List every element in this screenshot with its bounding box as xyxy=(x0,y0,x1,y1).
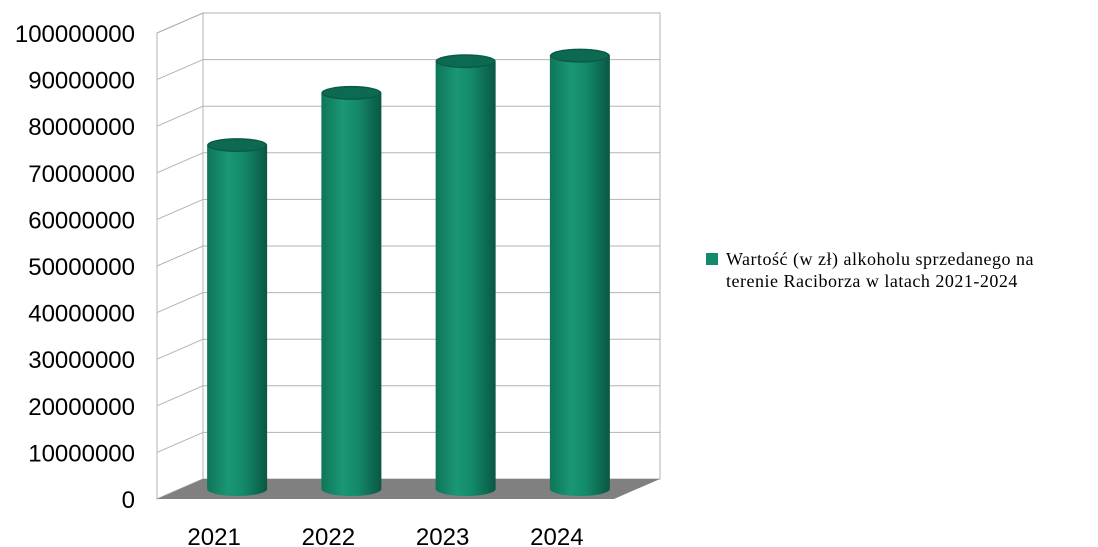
y-axis-tick-labels: 0 10000000 20000000 30000000 40000000 5000000… xyxy=(15,21,135,514)
gridline-side xyxy=(156,198,204,220)
legend: Wartość (w zł) alkoholu sprzedanego na t… xyxy=(706,248,1086,292)
floor-plane xyxy=(157,479,660,499)
y-tick-label: 10000000 xyxy=(28,440,135,467)
bar-body xyxy=(207,145,268,497)
gridline-side xyxy=(156,152,204,174)
x-tick-label: 2024 xyxy=(530,524,583,547)
bar-top-inner xyxy=(323,87,380,99)
x-tick-label: 2023 xyxy=(416,524,469,547)
bar-top-inner xyxy=(437,55,494,67)
legend-label: Wartość (w zł) alkoholu sprzedanego na t… xyxy=(726,249,1034,291)
bar-2024 xyxy=(549,48,610,497)
y-tick-label: 60000000 xyxy=(28,207,135,234)
bars xyxy=(207,48,610,497)
y-tick-label: 100000000 xyxy=(15,21,135,48)
y-tick-label: 70000000 xyxy=(28,161,135,188)
gridline-side xyxy=(156,431,204,453)
y-tick-label: 90000000 xyxy=(28,68,135,95)
y-tick-label: 0 xyxy=(122,487,135,514)
y-tick-label: 20000000 xyxy=(28,394,135,421)
gridline-side xyxy=(156,385,204,407)
gridline-side xyxy=(156,12,204,34)
bar-top-inner xyxy=(551,50,608,62)
y-tick-label: 50000000 xyxy=(28,254,135,281)
gridline-side xyxy=(156,105,204,127)
x-tick-label: 2021 xyxy=(187,524,240,547)
y-tick-label: 80000000 xyxy=(28,114,135,141)
gridline-side xyxy=(156,245,204,267)
gridline-side xyxy=(156,292,204,314)
bar-2021 xyxy=(207,138,268,497)
bar-body xyxy=(435,61,496,497)
y-tick-label: 40000000 xyxy=(28,301,135,328)
bar-2022 xyxy=(321,85,382,497)
chart-floor xyxy=(157,479,660,499)
bar-body xyxy=(549,55,610,497)
bar-2023 xyxy=(435,54,496,497)
y-tick-label: 30000000 xyxy=(28,347,135,374)
legend-swatch xyxy=(706,253,718,265)
x-tick-label: 2022 xyxy=(302,524,355,547)
gridline-side xyxy=(156,59,204,81)
bar-body xyxy=(321,92,382,497)
x-axis-tick-labels: 2021 2022 2023 2024 xyxy=(187,524,583,547)
gridline-side xyxy=(156,338,204,360)
bar-top-inner xyxy=(209,139,266,151)
